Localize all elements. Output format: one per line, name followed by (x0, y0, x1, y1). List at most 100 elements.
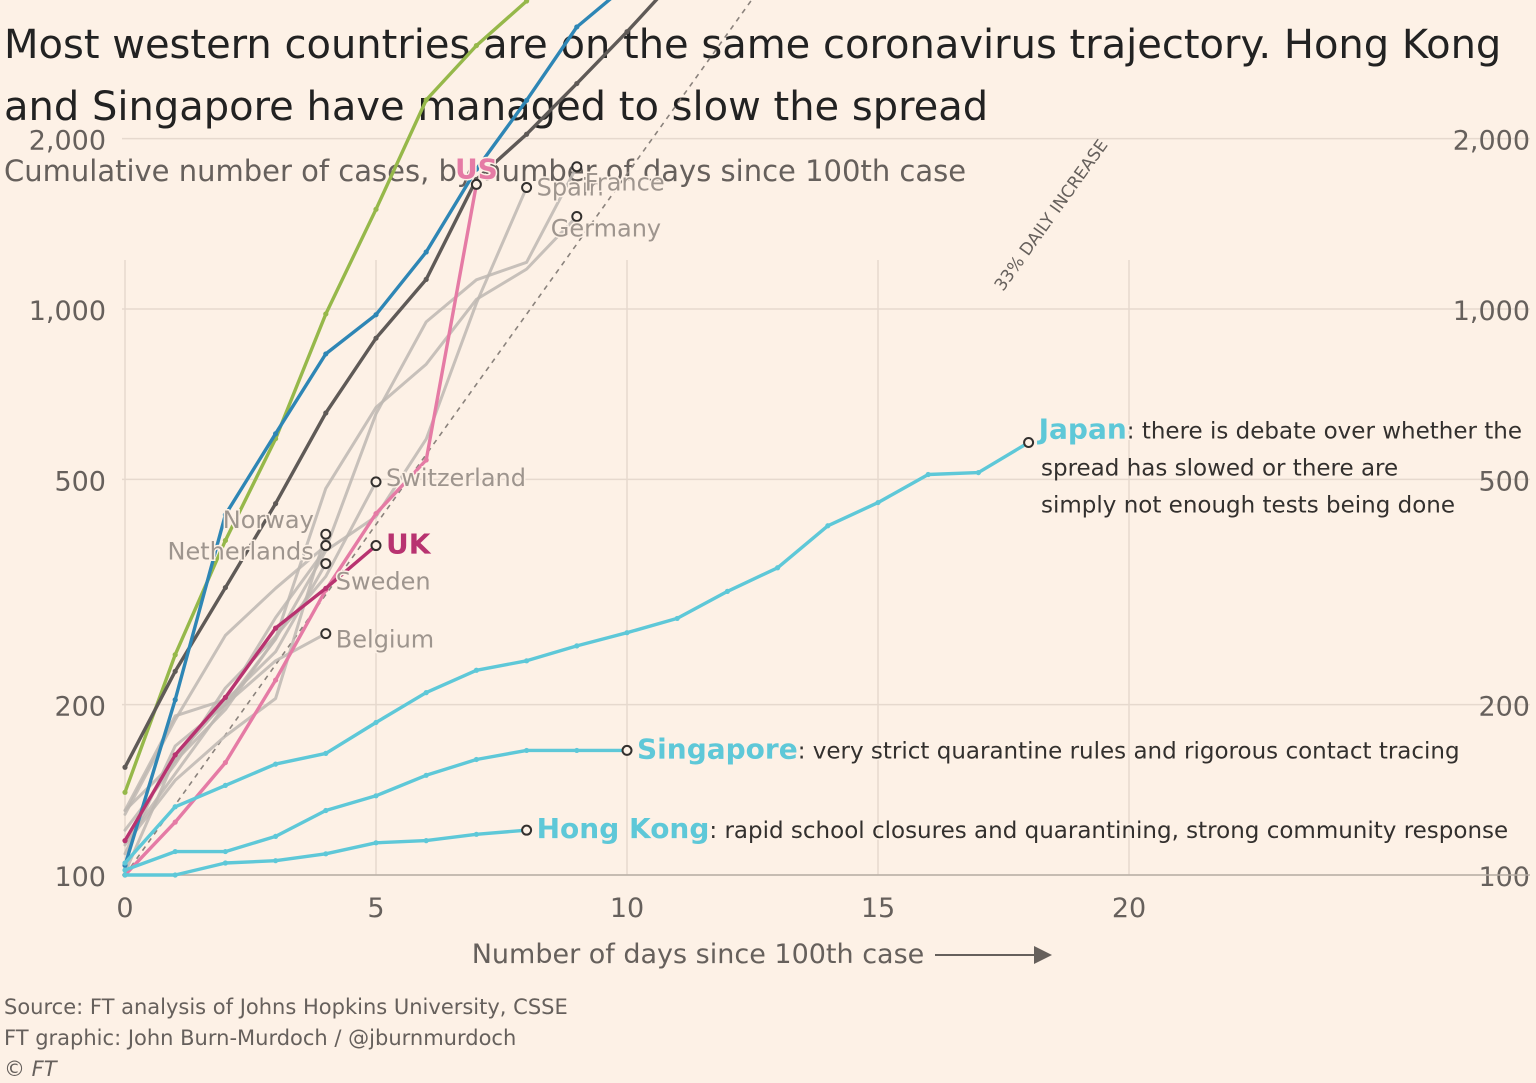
y-tick-label-right: 1,000 (1453, 296, 1530, 327)
series-line-us (123, 182, 479, 877)
y-tick-label-left: 2,000 (29, 126, 106, 157)
x-tick-label: 0 (116, 893, 133, 924)
data-point-s-korea (473, 166, 479, 172)
data-point-s-korea (273, 431, 279, 437)
data-point-hong-kong (373, 840, 379, 846)
source-note: Source: FT analysis of Johns Hopkins Uni… (4, 995, 568, 1019)
data-point-japan (273, 761, 279, 767)
series-line-belgium (123, 632, 328, 856)
data-point-hong-kong (323, 851, 329, 857)
y-tick-label-left: 500 (54, 466, 106, 497)
y-tick-label-right: 500 (1478, 466, 1530, 497)
data-point-italy (373, 335, 379, 341)
x-axis-label: Number of days since 100th case (472, 939, 925, 970)
data-point-iran (122, 789, 128, 795)
data-point-singapore (373, 793, 379, 799)
series-label-hong-kong: Hong Kong: rapid school closures and qua… (537, 812, 1509, 845)
data-point-hong-kong (172, 872, 178, 878)
chart-canvas: 1001002002005005001,0001,0002,0002,0005,… (29, 0, 1530, 970)
data-point-us (373, 511, 379, 517)
series-label-spain: Spain (537, 174, 604, 202)
x-tick-label: 5 (367, 893, 384, 924)
data-point-japan (574, 643, 580, 649)
data-point-us (423, 457, 429, 463)
data-point-japan (624, 630, 630, 636)
data-point-singapore (122, 867, 128, 873)
y-tick-label-left: 200 (54, 692, 106, 723)
data-point-s-korea (524, 97, 530, 103)
end-marker-belgium (320, 628, 332, 640)
data-point-japan (524, 658, 530, 664)
series-label-germany: Germany (551, 214, 661, 242)
end-marker-netherlands (320, 540, 332, 552)
data-point-italy (423, 276, 429, 282)
data-point-iran (222, 537, 228, 544)
data-point-iran (323, 311, 329, 317)
data-point-s-korea (574, 24, 580, 30)
data-point-singapore (423, 772, 429, 778)
series-label-france: France (585, 169, 665, 197)
end-marker-spain (521, 182, 533, 194)
data-point-hong-kong (222, 860, 228, 866)
data-point-italy (574, 80, 580, 87)
data-point-iran (423, 97, 429, 103)
series-line-italy (123, 0, 659, 769)
data-point-singapore (222, 848, 228, 855)
end-marker-uk (370, 540, 382, 552)
data-point-s-korea (222, 512, 228, 518)
data-point-italy (222, 584, 228, 591)
series-line-sweden (123, 562, 328, 875)
data-point-s-korea (323, 351, 329, 357)
annotation-line-japan: spread has slowed or there are (1041, 455, 1398, 481)
data-point-japan (172, 804, 178, 810)
data-point-italy (273, 501, 279, 507)
y-tick-label-left: 1,000 (29, 296, 106, 327)
data-point-s-korea (373, 312, 379, 318)
series-label-belgium: Belgium (336, 626, 434, 654)
data-point-hong-kong (423, 838, 429, 844)
end-marker-sweden (320, 558, 332, 570)
data-point-japan (423, 690, 429, 696)
chart-title: Most western countries are on the same c… (4, 22, 1502, 130)
end-marker-norway (320, 528, 332, 540)
data-point-japan (975, 469, 982, 476)
data-point-singapore (524, 747, 530, 754)
series-label-netherlands: Netherlands (168, 538, 314, 566)
x-tick-label: 15 (861, 893, 895, 924)
data-point-japan (222, 782, 228, 788)
data-point-us (172, 819, 178, 825)
series-label-uk: UK (386, 528, 432, 561)
data-point-singapore (172, 848, 178, 855)
data-point-italy (624, 29, 630, 35)
annotation-line-japan: simply not enough tests being done (1041, 492, 1455, 518)
data-point-italy (524, 131, 530, 137)
data-point-iran (524, 0, 530, 4)
series-line-s-korea (123, 0, 612, 868)
data-point-japan (122, 860, 128, 866)
data-point-uk (222, 694, 228, 700)
data-point-italy (122, 764, 128, 770)
x-axis-arrow-head (1034, 946, 1052, 964)
data-point-singapore (323, 807, 329, 814)
data-point-uk (172, 752, 178, 758)
end-marker-us (470, 178, 482, 190)
end-marker-germany (571, 210, 583, 222)
data-point-italy (323, 410, 329, 416)
data-point-s-korea (423, 249, 429, 255)
data-point-hong-kong (273, 858, 279, 864)
y-tick-label-left: 100 (54, 862, 106, 893)
series-label-singapore: Singapore: very strict quarantine rules … (637, 732, 1460, 765)
data-point-japan (473, 667, 479, 673)
data-point-us (222, 759, 228, 766)
data-point-japan (674, 615, 680, 622)
reference-line-label: 33% DAILY INCREASE (991, 136, 1113, 295)
data-point-iran (473, 42, 479, 49)
end-marker-hong-kong (521, 824, 533, 836)
series-line-france (123, 165, 579, 812)
data-point-japan (373, 719, 379, 726)
series-line-iran (123, 0, 530, 794)
series-line-uk (123, 543, 378, 843)
copyright-note: © FT (4, 1057, 57, 1081)
data-point-us (273, 677, 279, 683)
data-point-japan (925, 471, 931, 478)
